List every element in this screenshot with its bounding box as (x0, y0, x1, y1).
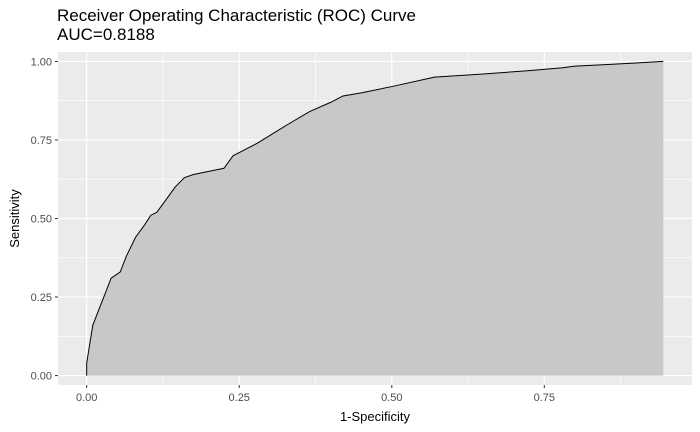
x-tick-label: 0.25 (229, 392, 250, 404)
y-tick-label: 1.00 (31, 56, 52, 68)
chart-title: Receiver Operating Characteristic (ROC) … (57, 6, 416, 25)
axes: 0.00 0.25 0.50 0.75 0.00 0.25 0.50 0.75 1.00 (31, 56, 555, 404)
y-tick-label: 0.25 (31, 292, 52, 304)
x-tick-label: 0.50 (381, 392, 402, 404)
roc-area-fill (86, 61, 664, 376)
x-tick-label: 0.75 (534, 392, 555, 404)
chart-subtitle: AUC=0.8188 (57, 25, 155, 44)
y-axis-title: Sensitivity (7, 189, 22, 248)
x-axis-title: 1-Specificity (340, 409, 411, 424)
roc-curve-line (86, 60, 664, 376)
x-tick-label: 0.00 (76, 392, 97, 404)
y-tick-label: 0.50 (31, 214, 52, 226)
y-tick-label: 0.75 (31, 135, 52, 147)
y-tick-label: 0.00 (31, 371, 52, 383)
